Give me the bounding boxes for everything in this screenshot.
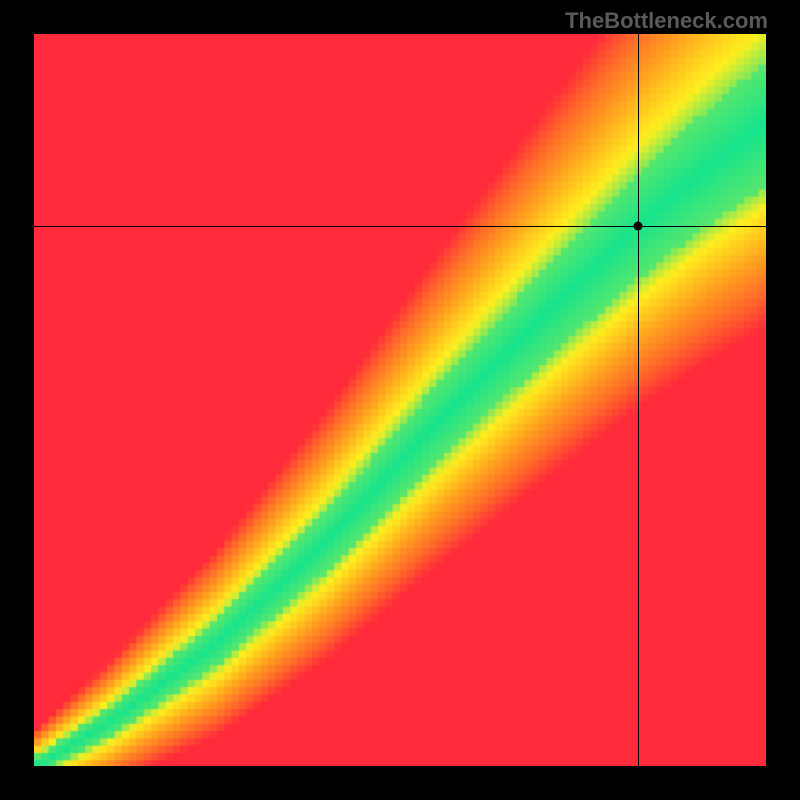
crosshair-marker-dot <box>633 221 642 230</box>
heatmap-canvas <box>34 34 766 766</box>
watermark-text: TheBottleneck.com <box>565 8 768 34</box>
crosshair-horizontal-line <box>0 226 800 227</box>
heatmap-plot-area <box>34 34 766 766</box>
crosshair-vertical-line <box>638 0 639 800</box>
